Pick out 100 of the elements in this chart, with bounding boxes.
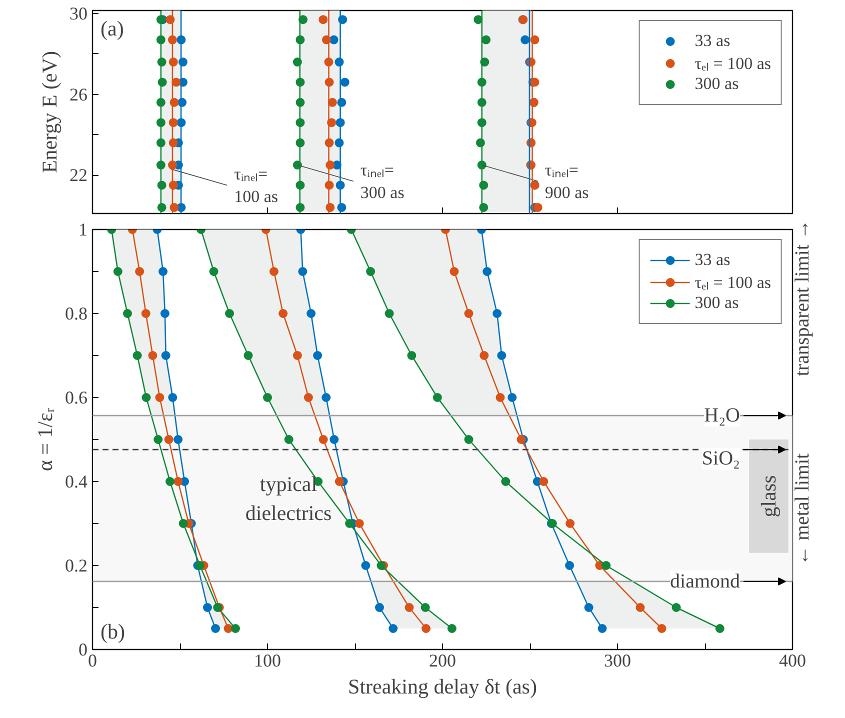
point (376, 561, 386, 570)
point (340, 78, 350, 87)
point (141, 309, 150, 318)
legend-label: 33 as (694, 31, 730, 51)
ref-line-label: SiO₂ (702, 448, 740, 470)
point (566, 519, 575, 528)
point (480, 351, 489, 360)
point (565, 561, 574, 570)
point (244, 351, 253, 360)
annotation: ← metal limit (792, 452, 814, 566)
point (164, 435, 174, 444)
point (539, 477, 548, 486)
x-tick-label: 400 (779, 650, 806, 670)
point (211, 624, 220, 633)
point (602, 561, 611, 570)
point (384, 309, 394, 318)
point (158, 267, 168, 276)
point (508, 393, 517, 402)
point (322, 393, 331, 402)
point (636, 603, 645, 612)
point (318, 15, 328, 24)
legend-label: 33 as (694, 250, 730, 270)
point (330, 435, 339, 444)
point (496, 393, 505, 402)
point (292, 351, 302, 360)
legend-label: τₑₗ = 100 as (694, 53, 771, 74)
point (497, 351, 506, 360)
point (172, 78, 181, 87)
y-tick-label: 0.2 (65, 556, 88, 576)
point (407, 351, 416, 360)
point (388, 624, 398, 633)
point (263, 393, 272, 402)
band-label: glass (756, 475, 781, 518)
point (482, 267, 492, 276)
point (715, 624, 724, 633)
point (161, 351, 170, 360)
point (464, 309, 474, 318)
point (304, 393, 313, 402)
point (174, 477, 183, 486)
point (501, 477, 510, 486)
ref-line-label: diamond (670, 570, 740, 592)
point (361, 561, 370, 570)
point (533, 202, 542, 212)
point (345, 519, 354, 528)
point (178, 519, 188, 528)
point (230, 624, 240, 633)
annotation: (b) (100, 620, 125, 644)
x-axis-title: Streaking delay δt (as) (348, 674, 537, 698)
point (135, 267, 144, 276)
point (284, 435, 294, 444)
annotation: (a) (100, 16, 124, 40)
point (160, 309, 170, 318)
point (672, 603, 681, 612)
point (318, 435, 328, 444)
point (155, 393, 164, 402)
point (334, 477, 344, 486)
legend-label: 300 as (694, 293, 739, 313)
point (450, 267, 459, 276)
point (447, 624, 456, 633)
point (422, 624, 431, 633)
point (154, 435, 163, 444)
point (113, 267, 122, 276)
x-tick-label: 200 (429, 650, 456, 670)
y-tick-label: 0.6 (65, 388, 88, 408)
band-label: typical dielectrics (245, 472, 332, 525)
y-tick-label: 0.8 (65, 304, 88, 324)
point (584, 603, 594, 612)
point (202, 603, 212, 612)
ref-line-label: H₂O (704, 404, 740, 427)
annotation: τᵢₙₑₗ= 300 as (360, 160, 404, 202)
point (598, 624, 607, 633)
point (225, 309, 234, 318)
point (313, 351, 322, 360)
point (209, 267, 218, 276)
point (366, 267, 376, 276)
point (492, 309, 502, 318)
y-tick-label: 1 (78, 220, 88, 240)
annotation: τᵢₙₑₗ= 900 as (544, 160, 589, 202)
point (174, 435, 183, 444)
point (278, 309, 288, 318)
y-tick-label: 0.4 (65, 472, 88, 492)
y-tick-label: 22 (70, 165, 88, 186)
point (657, 624, 666, 633)
point (404, 603, 414, 612)
point (148, 351, 158, 360)
legend-label: τₑₗ = 100 as (694, 272, 771, 293)
y-axis-title: α = 1/εᵣ (33, 408, 57, 472)
point (298, 267, 308, 276)
point (520, 35, 530, 44)
annotation: transparent limit → (792, 219, 814, 376)
point (482, 35, 491, 44)
x-tick-label: 300 (604, 650, 631, 670)
y-tick-label: 26 (70, 84, 88, 104)
point (354, 519, 364, 528)
point (306, 309, 316, 318)
point (464, 435, 474, 444)
point (168, 393, 178, 402)
point (420, 603, 430, 612)
point (269, 267, 278, 276)
annotation: τᵢₙₑₗ= 100 as (234, 164, 278, 206)
